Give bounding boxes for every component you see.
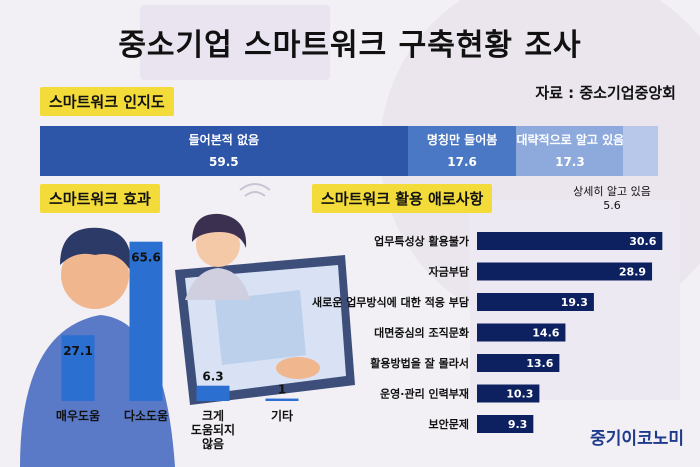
difficulty-bar-value: 13.6 (526, 357, 553, 370)
difficulty-category-label: 대면중심의 조직문화 (374, 326, 469, 340)
awareness-segment-value: 59.5 (209, 155, 239, 169)
difficulty-bar (477, 262, 653, 281)
awareness-outside-label: 상세히 알고 있음 5.6 (562, 183, 662, 212)
awareness-segment: 들어본적 없음 59.5 (40, 126, 408, 176)
difficulty-category-label: 자금부담 (429, 265, 469, 279)
section-effect-label: 스마트워크 효과 (40, 184, 160, 213)
section-difficulty-label: 스마트워크 활용 애로사항 (312, 184, 493, 213)
difficulty-bar (477, 354, 560, 372)
source-label: 자료 : 중소기업중앙회 (535, 84, 676, 102)
effect-category-label: 다소도움 (124, 408, 168, 423)
difficulty-bar-value: 10.3 (506, 388, 533, 401)
awareness-outside-label-value: 5.6 (603, 199, 621, 212)
awareness-segment-value: 17.3 (555, 155, 585, 169)
difficulty-bar (477, 415, 534, 433)
effect-bar-value: 27.1 (63, 344, 93, 358)
difficulty-category-label: 운영·관리 인력부재 (380, 387, 469, 401)
difficulty-bar-value: 30.6 (629, 235, 656, 248)
effect-bar-value: 65.6 (131, 251, 161, 265)
difficulty-category-label: 업무특성상 활용불가 (374, 234, 469, 248)
awareness-segment-label: 대략적으로 알고 있음 (516, 133, 625, 147)
awareness-stacked-bar: 들어본적 없음 59.5 명칭만 들어봄 17.6 대략적으로 알고 있음 17.3 (40, 126, 658, 176)
difficulty-bar (477, 232, 663, 250)
awareness-segment: 대략적으로 알고 있음 17.3 (516, 126, 625, 176)
difficulty-category-label: 활용방법을 잘 몰라서 (370, 356, 469, 370)
section-awareness-label: 스마트워크 인지도 (40, 87, 174, 116)
difficulty-bar-value: 28.9 (619, 266, 646, 279)
difficulty-bar-value: 9.3 (508, 418, 528, 431)
effect-bar (196, 385, 230, 401)
difficulty-category-label: 보안문제 (429, 417, 469, 431)
effect-category-label: 매우도움 (56, 408, 100, 423)
effect-bar (61, 335, 95, 401)
difficulty-bar (477, 293, 594, 311)
awareness-segment-value: 17.6 (447, 155, 477, 169)
awareness-segment: 명칭만 들어봄 17.6 (407, 126, 517, 176)
effect-category-label: 기타 (271, 408, 293, 423)
difficulty-bar-value: 14.6 (532, 327, 559, 340)
effect-bar (265, 398, 299, 401)
awareness-segment (623, 126, 658, 176)
difficulty-category-label: 새로운 업무방식에 대한 적응 부담 (312, 295, 469, 309)
publisher-logo: 중기이코노미 (590, 429, 684, 449)
page-title: 중소기업 스마트워크 구축현황 조사 (118, 28, 582, 63)
effect-bar-value: 1 (278, 383, 286, 397)
effect-bar-value: 6.3 (202, 370, 223, 384)
awareness-outside-label-name: 상세히 알고 있음 (573, 185, 651, 198)
effect-bar (129, 241, 163, 401)
difficulty-bar (477, 384, 540, 403)
awareness-segment-label: 명칭만 들어봄 (426, 133, 498, 147)
difficulty-bar (477, 323, 566, 342)
effect-category-label: 크게 도움되지 않음 (191, 409, 235, 451)
awareness-segment-label: 들어본적 없음 (188, 133, 260, 147)
difficulty-bar-value: 19.3 (561, 296, 588, 309)
